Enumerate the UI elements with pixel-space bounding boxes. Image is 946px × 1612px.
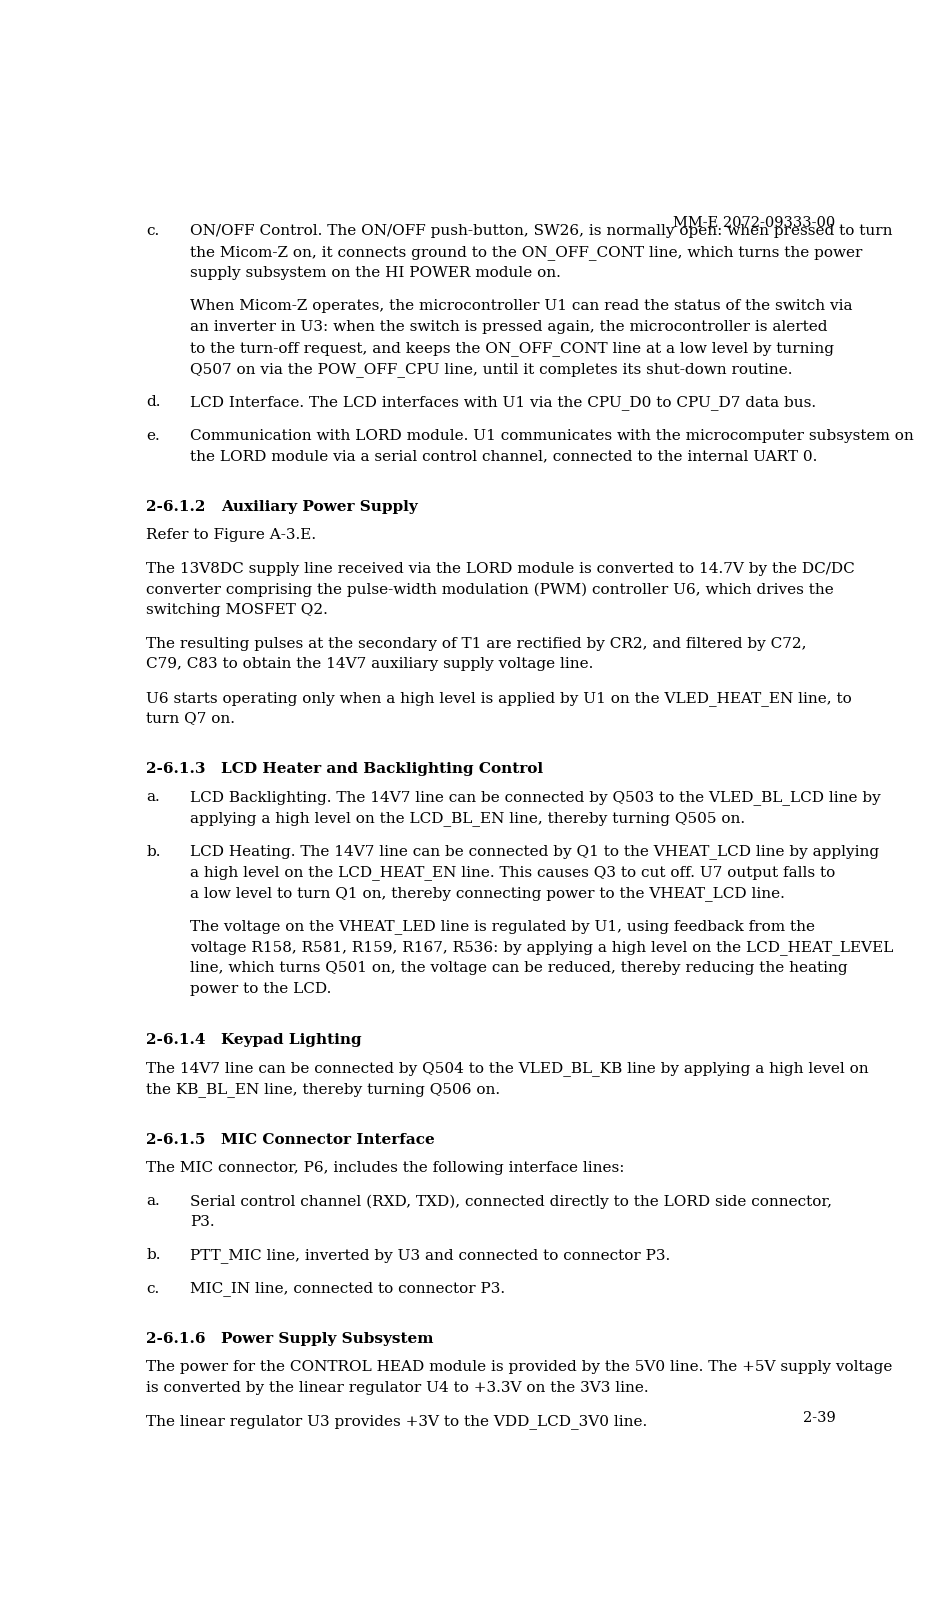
Text: is converted by the linear regulator U4 to +3.3V on the 3V3 line.: is converted by the linear regulator U4 … [146,1381,649,1396]
Text: voltage R158, R581, R159, R167, R536: by applying a high level on the LCD_HEAT_L: voltage R158, R581, R159, R167, R536: by… [190,940,893,956]
Text: e.: e. [146,429,160,443]
Text: The linear regulator U3 provides +3V to the VDD_LCD_3V0 line.: The linear regulator U3 provides +3V to … [146,1415,647,1430]
Text: an inverter in U3: when the switch is pressed again, the microcontroller is aler: an inverter in U3: when the switch is pr… [190,321,828,334]
Text: d.: d. [146,395,161,409]
Text: Q507 on via the POW_OFF_CPU line, until it completes its shut-down routine.: Q507 on via the POW_OFF_CPU line, until … [190,363,793,377]
Text: Power Supply Subsystem: Power Supply Subsystem [221,1332,434,1346]
Text: Auxiliary Power Supply: Auxiliary Power Supply [221,500,418,514]
Text: Refer to Figure A-3.E.: Refer to Figure A-3.E. [146,529,316,542]
Text: 2-6.1.2: 2-6.1.2 [146,500,205,514]
Text: MIC Connector Interface: MIC Connector Interface [221,1133,435,1146]
Text: LCD Heating. The 14V7 line can be connected by Q1 to the VHEAT_LCD line by apply: LCD Heating. The 14V7 line can be connec… [190,845,879,859]
Text: P3.: P3. [190,1215,215,1228]
Text: LCD Heater and Backlighting Control: LCD Heater and Backlighting Control [221,762,543,775]
Text: The 13V8DC supply line received via the LORD module is converted to 14.7V by the: The 13V8DC supply line received via the … [146,561,855,575]
Text: the KB_BL_EN line, thereby turning Q506 on.: the KB_BL_EN line, thereby turning Q506 … [146,1082,500,1096]
Text: ON/OFF Control. The ON/OFF push-button, SW26, is normally open: when pressed to : ON/OFF Control. The ON/OFF push-button, … [190,224,893,239]
Text: MIC_IN line, connected to connector P3.: MIC_IN line, connected to connector P3. [190,1282,505,1296]
Text: The resulting pulses at the secondary of T1 are rectified by CR2, and filtered b: The resulting pulses at the secondary of… [146,637,807,651]
Text: The 14V7 line can be connected by Q504 to the VLED_BL_KB line by applying a high: The 14V7 line can be connected by Q504 t… [146,1061,868,1075]
Text: When Micom-Z operates, the microcontroller U1 can read the status of the switch : When Micom-Z operates, the microcontroll… [190,300,852,313]
Text: LCD Backlighting. The 14V7 line can be connected by Q503 to the VLED_BL_LCD line: LCD Backlighting. The 14V7 line can be c… [190,790,881,806]
Text: 2-6.1.4: 2-6.1.4 [146,1033,205,1046]
Text: 2-39: 2-39 [802,1410,835,1425]
Text: a high level on the LCD_HEAT_EN line. This causes Q3 to cut off. U7 output falls: a high level on the LCD_HEAT_EN line. Th… [190,866,835,880]
Text: b.: b. [146,845,161,859]
Text: c.: c. [146,1282,159,1296]
Text: The power for the CONTROL HEAD module is provided by the 5V0 line. The +5V suppl: The power for the CONTROL HEAD module is… [146,1361,892,1375]
Text: to the turn-off request, and keeps the ON_OFF_CONT line at a low level by turnin: to the turn-off request, and keeps the O… [190,342,834,356]
Text: line, which turns Q501 on, the voltage can be reduced, thereby reducing the heat: line, which turns Q501 on, the voltage c… [190,961,848,975]
Text: C79, C83 to obtain the 14V7 auxiliary supply voltage line.: C79, C83 to obtain the 14V7 auxiliary su… [146,658,593,672]
Text: turn Q7 on.: turn Q7 on. [146,711,236,725]
Text: LCD Interface. The LCD interfaces with U1 via the CPU_D0 to CPU_D7 data bus.: LCD Interface. The LCD interfaces with U… [190,395,816,409]
Text: Communication with LORD module. U1 communicates with the microcomputer subsystem: Communication with LORD module. U1 commu… [190,429,914,443]
Text: MM-E 2072-09333-00: MM-E 2072-09333-00 [673,216,835,231]
Text: The MIC connector, P6, includes the following interface lines:: The MIC connector, P6, includes the foll… [146,1161,624,1175]
Text: The voltage on the VHEAT_LED line is regulated by U1, using feedback from the: The voltage on the VHEAT_LED line is reg… [190,919,815,935]
Text: 2-6.1.6: 2-6.1.6 [146,1332,205,1346]
Text: converter comprising the pulse-width modulation (PWM) controller U6, which drive: converter comprising the pulse-width mod… [146,582,833,596]
Text: applying a high level on the LCD_BL_EN line, thereby turning Q505 on.: applying a high level on the LCD_BL_EN l… [190,811,745,827]
Text: the Micom-Z on, it connects ground to the ON_OFF_CONT line, which turns the powe: the Micom-Z on, it connects ground to th… [190,245,863,260]
Text: Serial control channel (RXD, TXD), connected directly to the LORD side connector: Serial control channel (RXD, TXD), conne… [190,1194,832,1209]
Text: Keypad Lighting: Keypad Lighting [221,1033,362,1046]
Text: a low level to turn Q1 on, thereby connecting power to the VHEAT_LCD line.: a low level to turn Q1 on, thereby conne… [190,887,785,901]
Text: a.: a. [146,1194,160,1207]
Text: b.: b. [146,1248,161,1262]
Text: 2-6.1.3: 2-6.1.3 [146,762,205,775]
Text: supply subsystem on the HI POWER module on.: supply subsystem on the HI POWER module … [190,266,561,280]
Text: U6 starts operating only when a high level is applied by U1 on the VLED_HEAT_EN : U6 starts operating only when a high lev… [146,690,851,706]
Text: power to the LCD.: power to the LCD. [190,982,331,996]
Text: PTT_MIC line, inverted by U3 and connected to connector P3.: PTT_MIC line, inverted by U3 and connect… [190,1248,671,1264]
Text: the LORD module via a serial control channel, connected to the internal UART 0.: the LORD module via a serial control cha… [190,450,817,463]
Text: 2-6.1.5: 2-6.1.5 [146,1133,205,1146]
Text: switching MOSFET Q2.: switching MOSFET Q2. [146,603,328,617]
Text: c.: c. [146,224,159,239]
Text: a.: a. [146,790,160,804]
